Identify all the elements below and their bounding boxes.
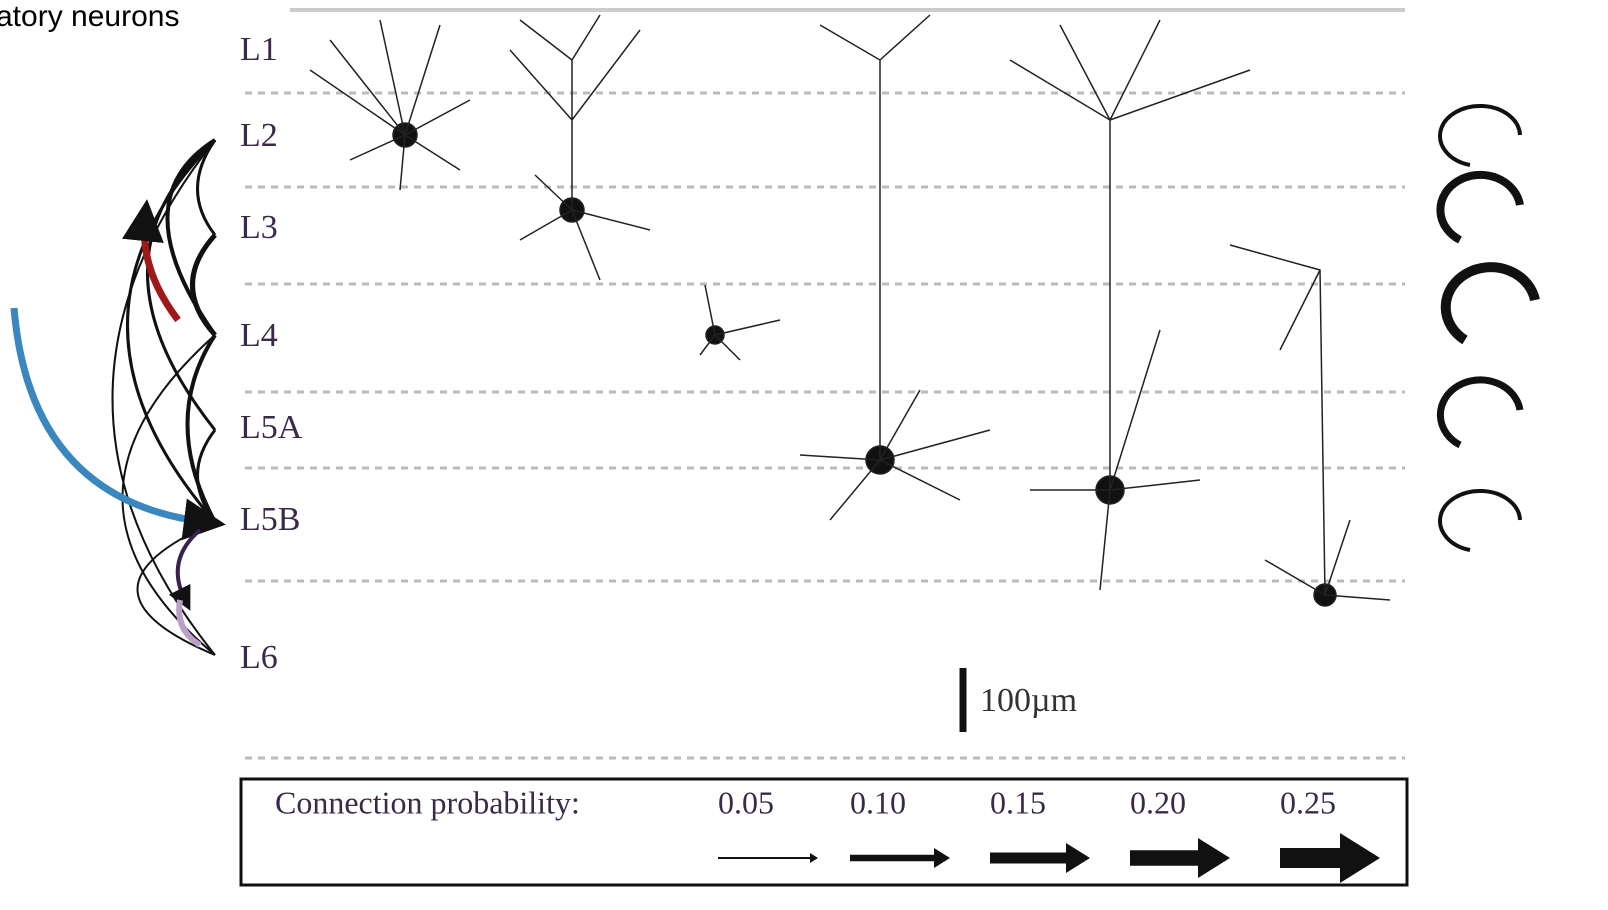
layer-label: L4 xyxy=(240,317,278,354)
scale-label: 100µm xyxy=(980,682,1077,719)
legend-value: 0.05 xyxy=(718,784,774,820)
legend-arrow-head xyxy=(1340,833,1380,883)
legend-value: 0.25 xyxy=(1280,784,1336,820)
legend-title: Connection probability: xyxy=(275,784,580,820)
layer-label: L5A xyxy=(240,409,303,446)
legend-box xyxy=(239,777,1409,887)
connection-arcs xyxy=(10,138,226,656)
layer-label: L3 xyxy=(240,209,278,246)
layer-label: L1 xyxy=(240,31,278,68)
layer-label: L5B xyxy=(240,501,300,538)
layer-boundaries xyxy=(245,91,1405,760)
legend-value: 0.10 xyxy=(850,784,906,820)
legend-arrow-head xyxy=(1066,843,1090,873)
legend-arrow-head xyxy=(810,853,818,863)
layer-label: L6 xyxy=(240,639,278,676)
title: atory neurons xyxy=(0,0,179,33)
legend-arrow-head xyxy=(934,848,950,868)
legend-value: 0.20 xyxy=(1130,784,1186,820)
recurrent-loops xyxy=(1436,103,1540,552)
legend-arrow-head xyxy=(1198,838,1230,878)
legend-value: 0.15 xyxy=(990,784,1046,820)
neurons xyxy=(309,14,1391,607)
layer-label: L2 xyxy=(240,117,278,154)
